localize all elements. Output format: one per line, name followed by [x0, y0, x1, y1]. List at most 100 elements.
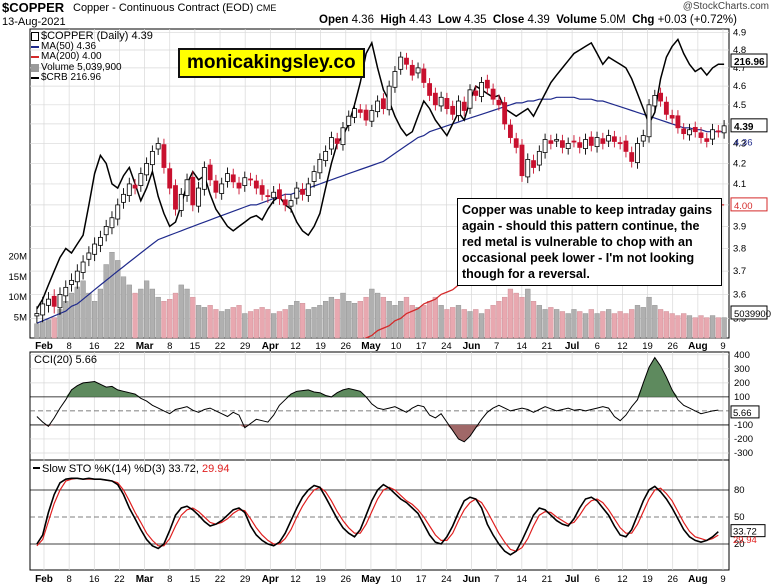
candle-body [640, 135, 646, 142]
candle-body [97, 236, 103, 246]
x-tick-label: 26 [667, 574, 678, 585]
candle-body [126, 183, 132, 196]
candle-body [571, 140, 577, 143]
candle-body [380, 98, 386, 110]
price-tick-label: 4.6 [733, 81, 746, 92]
volume-bar [149, 288, 156, 339]
volume-bar [605, 309, 612, 339]
x-tick-label: 26 [340, 574, 351, 585]
volume-bar [51, 317, 57, 339]
volume-bar [513, 292, 519, 339]
candle-body [51, 295, 57, 307]
volume-bar [45, 319, 52, 339]
candle-body [305, 183, 311, 196]
x-tick-label: Jun [463, 341, 481, 352]
volume-bar [554, 309, 560, 339]
volume-bar [542, 309, 548, 339]
legend-row: MA(50) 4.36 [31, 41, 153, 53]
volume-bar [652, 305, 658, 339]
x-tick-label: May [361, 574, 381, 585]
volume-bar [577, 311, 583, 339]
candle-body [710, 129, 715, 140]
volume-bar [519, 296, 525, 339]
volume-bar [600, 311, 606, 339]
panel-frame [29, 459, 730, 571]
volume-bar [68, 292, 75, 339]
candle-body [623, 140, 629, 152]
price-tick-label: 4.2 [733, 158, 746, 169]
volume-bar [282, 309, 288, 339]
volume-bar [40, 321, 46, 339]
x-tick-label: 22 [114, 341, 125, 352]
x-tick-label: 8 [167, 341, 172, 352]
candle-body [149, 150, 155, 166]
volume-bar [259, 307, 265, 339]
candle-body [242, 177, 248, 186]
volume-bar [115, 260, 121, 339]
cci-tick-label: -200 [734, 434, 753, 445]
candle-body [658, 92, 664, 102]
candle-body [427, 83, 433, 96]
candle-body [300, 188, 305, 195]
volume-bar [421, 305, 427, 339]
volume-bar [328, 296, 335, 339]
volume-bar [675, 315, 681, 339]
candle-body [190, 176, 196, 206]
volume-bar [698, 315, 704, 339]
candle-body [80, 261, 86, 273]
annotation-box: Copper was unable to keep intraday gains… [457, 198, 722, 286]
volume-bar [288, 305, 294, 339]
x-tick-label: Mar [136, 574, 154, 585]
volume-bar [634, 305, 641, 339]
volume-bar [334, 299, 340, 339]
date-label: 13-Aug-2021 [2, 16, 66, 28]
volume-bar [715, 317, 721, 339]
x-tick-label: 12 [617, 341, 628, 352]
candle-body [450, 105, 456, 115]
cci-tick-label: -100 [734, 420, 753, 431]
sto-title-main: Slow STO %K(14) %D(3) 33.72, [42, 463, 202, 475]
legend-row: MA(200) 4.00 [31, 51, 153, 63]
price-tick-label: 3.9 [733, 221, 746, 232]
x-tick-label: 10 [391, 341, 402, 352]
price-tick-label: 3.6 [733, 289, 746, 300]
legend-swatch-ma50 [31, 45, 39, 48]
volume-bar [155, 296, 161, 339]
candle-body [363, 109, 369, 121]
x-tick-label: Feb [35, 574, 53, 585]
volume-bar [143, 280, 150, 339]
sto-tick-label: 50 [734, 512, 745, 523]
x-tick-label: 10 [391, 574, 402, 585]
volume-bar [97, 288, 104, 339]
candle-body [606, 135, 612, 142]
x-tick-label: 19 [642, 341, 653, 352]
candle-body [196, 187, 202, 207]
candle-body [398, 56, 404, 70]
sto-tick-label: 20 [734, 539, 745, 550]
candle-body [600, 138, 606, 144]
volume-bar [623, 313, 629, 339]
volume-bar [484, 309, 490, 339]
volume-bar [461, 309, 467, 339]
candle-body [317, 159, 323, 174]
candle-body [715, 130, 721, 133]
x-tick-label: 14 [517, 341, 528, 352]
candle-body [178, 193, 184, 211]
volume-value-label: 5039900 [734, 309, 771, 320]
volume-tick-label: 20M [9, 251, 28, 262]
volume-bar [346, 301, 352, 339]
volume-bar [276, 311, 283, 339]
candle-body [282, 199, 288, 206]
x-tick-label: 16 [89, 341, 100, 352]
volume-bar [224, 309, 231, 339]
candle-body [184, 179, 190, 196]
x-tick-label: 24 [441, 574, 452, 585]
candle-body [57, 294, 63, 309]
volume-bar [426, 301, 433, 339]
cci-title: CCI(20) 5.66 [34, 354, 97, 366]
volume-bar [646, 296, 652, 339]
candle-body [334, 138, 340, 144]
volume-bar [507, 288, 514, 339]
candle-body [346, 115, 352, 126]
volume-bar [438, 305, 444, 339]
